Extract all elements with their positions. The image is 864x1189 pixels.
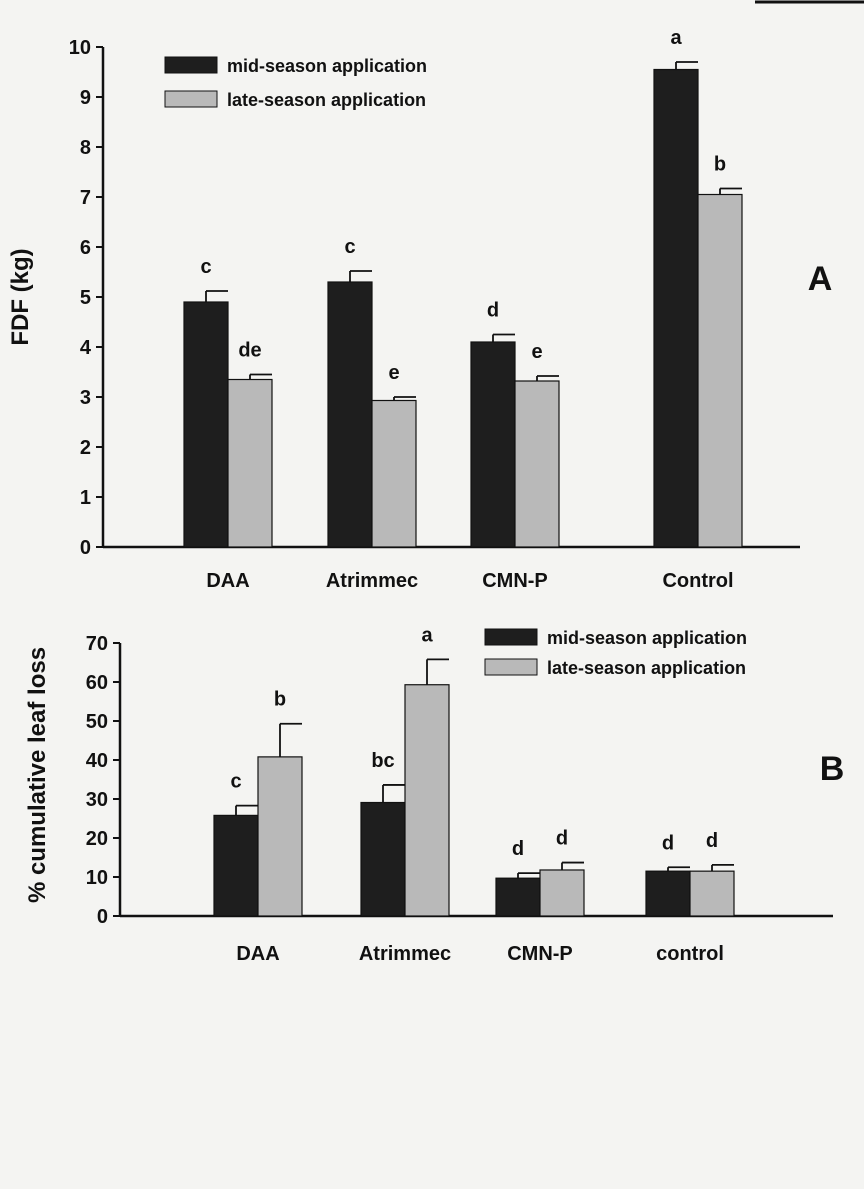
category-label-b: Atrimmec xyxy=(359,943,451,965)
y-tick-label-b: 30 xyxy=(86,789,108,811)
y-axis-label-a: FDF (kg) xyxy=(7,248,34,345)
category-label-a: DAA xyxy=(206,570,249,592)
y-tick-label-a: 7 xyxy=(80,187,91,209)
legend-label-a: late-season application xyxy=(227,90,426,110)
category-label-a: Atrimmec xyxy=(326,570,418,592)
y-tick-label-a: 8 xyxy=(80,137,91,159)
y-tick-label-a: 2 xyxy=(80,437,91,459)
legend-swatch-a-mid xyxy=(164,56,218,74)
category-label-b: control xyxy=(656,943,724,965)
significance-letter-a: e xyxy=(531,341,542,363)
y-tick-label-b: 10 xyxy=(86,867,108,889)
bar-a-mid xyxy=(327,281,373,548)
bar-a-late xyxy=(514,380,560,548)
y-tick-label-b: 40 xyxy=(86,750,108,772)
bar-b-late xyxy=(404,684,450,917)
significance-letter-b: c xyxy=(230,771,241,793)
bar-a-mid xyxy=(653,68,699,548)
significance-letter-a: c xyxy=(344,236,355,258)
bar-b-mid xyxy=(645,870,691,917)
y-tick-label-b: 70 xyxy=(86,633,108,655)
significance-letter-b: d xyxy=(706,830,718,852)
significance-letter-a: a xyxy=(670,27,682,49)
significance-letter-a: c xyxy=(200,256,211,278)
y-tick-label-a: 4 xyxy=(80,337,92,359)
y-tick-label-b: 0 xyxy=(97,906,108,928)
y-tick-label-a: 5 xyxy=(80,287,91,309)
significance-letter-b: b xyxy=(274,689,286,711)
legend-label-b: late-season application xyxy=(547,658,746,678)
panel-label-a: A xyxy=(808,260,833,298)
bar-b-late xyxy=(539,869,585,917)
category-label-a: CMN-P xyxy=(482,570,548,592)
bar-b-late xyxy=(689,870,735,917)
significance-letter-a: b xyxy=(714,154,726,176)
bar-a-late xyxy=(371,399,417,548)
category-label-b: CMN-P xyxy=(507,943,573,965)
significance-letter-b: d xyxy=(512,838,524,860)
significance-letter-a: e xyxy=(388,362,399,384)
bar-a-mid xyxy=(183,301,229,548)
y-tick-label-a: 1 xyxy=(80,487,91,509)
y-tick-label-a: 0 xyxy=(80,537,91,559)
significance-letter-b: d xyxy=(662,832,674,854)
y-tick-label-b: 20 xyxy=(86,828,108,850)
significance-letter-b: bc xyxy=(371,750,394,772)
y-tick-label-a: 10 xyxy=(69,37,91,59)
y-axis-label-b: % cumulative leaf loss xyxy=(24,647,51,903)
bar-a-late xyxy=(227,378,273,548)
bar-b-mid xyxy=(495,877,541,917)
y-tick-label-b: 60 xyxy=(86,672,108,694)
y-tick-label-a: 6 xyxy=(80,237,91,259)
legend-label-a: mid-season application xyxy=(227,56,427,76)
bar-b-late xyxy=(257,756,303,917)
bar-b-mid xyxy=(360,801,406,917)
category-label-a: Control xyxy=(662,570,733,592)
legend-label-b: mid-season application xyxy=(547,628,747,648)
category-label-b: DAA xyxy=(236,943,279,965)
legend-swatch-a-late xyxy=(164,90,218,108)
y-tick-label-a: 3 xyxy=(80,387,91,409)
panel-label-b: B xyxy=(820,750,845,788)
bar-a-late xyxy=(697,193,743,548)
y-tick-label-a: 9 xyxy=(80,87,91,109)
significance-letter-b: d xyxy=(556,828,568,850)
panel-b: 0 10 20 30 40 50 60 70 % cumulative leaf loss c b D… xyxy=(24,624,844,965)
significance-letter-a: de xyxy=(238,340,261,362)
significance-letter-b: a xyxy=(421,624,433,646)
y-tick-label-b: 50 xyxy=(86,711,108,733)
significance-letter-a: d xyxy=(487,300,499,322)
legend-swatch-b-mid xyxy=(484,628,538,646)
bar-a-mid xyxy=(470,341,516,548)
legend-swatch-b-late xyxy=(484,658,538,676)
bar-b-mid xyxy=(213,814,259,917)
